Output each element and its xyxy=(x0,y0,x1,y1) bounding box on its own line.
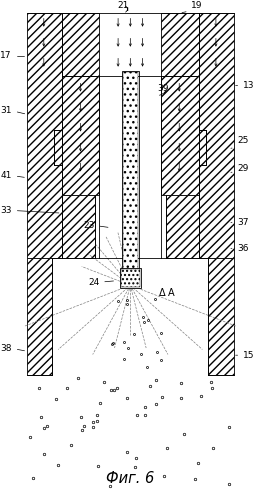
Text: 33: 33 xyxy=(0,206,59,215)
Bar xyxy=(27,12,62,258)
Bar xyxy=(208,258,234,375)
Text: 25: 25 xyxy=(231,136,249,148)
Bar xyxy=(166,196,199,258)
Text: Δ: Δ xyxy=(158,288,165,298)
Bar xyxy=(161,75,199,196)
Text: 15: 15 xyxy=(236,351,255,360)
Text: 39: 39 xyxy=(158,84,169,95)
Text: 31: 31 xyxy=(0,106,25,115)
Bar xyxy=(120,268,141,288)
Text: 24: 24 xyxy=(88,278,113,287)
Text: 17: 17 xyxy=(0,51,24,60)
Text: 37: 37 xyxy=(231,218,249,227)
Bar xyxy=(199,130,207,166)
Bar xyxy=(99,196,161,258)
Bar xyxy=(123,71,138,279)
Text: 23: 23 xyxy=(83,221,108,230)
Text: 36: 36 xyxy=(231,244,249,253)
Text: 19: 19 xyxy=(182,1,203,12)
Bar xyxy=(62,196,94,258)
Text: A: A xyxy=(168,288,175,298)
Text: 38: 38 xyxy=(0,344,25,353)
Text: 29: 29 xyxy=(231,164,249,173)
Text: Фиг. 6: Фиг. 6 xyxy=(106,471,154,486)
Text: 21: 21 xyxy=(117,1,129,12)
Bar xyxy=(62,75,99,196)
Bar xyxy=(54,130,62,166)
Bar xyxy=(27,258,52,375)
Bar xyxy=(161,12,199,75)
Bar xyxy=(62,12,99,75)
Text: 41: 41 xyxy=(1,171,24,180)
Bar xyxy=(121,269,140,287)
Bar xyxy=(122,70,139,280)
Bar xyxy=(199,12,234,258)
Text: 13: 13 xyxy=(236,81,255,90)
